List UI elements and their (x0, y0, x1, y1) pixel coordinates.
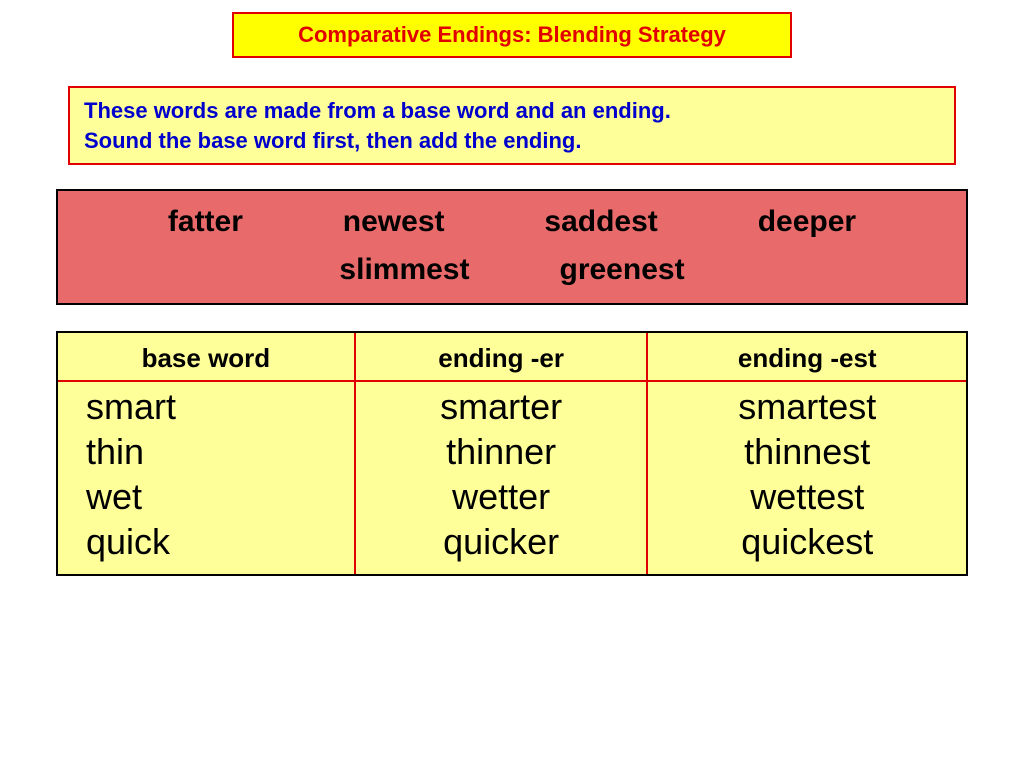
cell-er: quicker (355, 519, 648, 574)
example-row-2: slimmest greenest (68, 253, 956, 287)
instruction-line-2: Sound the base word first, then add the … (84, 128, 581, 153)
cell-er: smarter (355, 381, 648, 429)
comparatives-table: base word ending -er ending -est smart s… (56, 331, 968, 576)
cell-er: wetter (355, 474, 648, 519)
example-word: slimmest (339, 253, 469, 287)
cell-er: thinner (355, 429, 648, 474)
example-row-1: fatter newest saddest deeper (68, 205, 956, 239)
table-row: quick quicker quickest (58, 519, 966, 574)
cell-est: smartest (647, 381, 966, 429)
example-word: fatter (168, 205, 243, 239)
col-header-er: ending -er (355, 333, 648, 381)
col-header-est: ending -est (647, 333, 966, 381)
cell-est: wettest (647, 474, 966, 519)
table-row: wet wetter wettest (58, 474, 966, 519)
example-words-box: fatter newest saddest deeper slimmest gr… (56, 189, 968, 305)
example-word: greenest (560, 253, 685, 287)
example-word: saddest (544, 205, 657, 239)
table-row: smart smarter smartest (58, 381, 966, 429)
cell-base: wet (58, 474, 355, 519)
slide-title: Comparative Endings: Blending Strategy (232, 12, 792, 58)
instruction-box: These words are made from a base word an… (68, 86, 956, 165)
instruction-line-1: These words are made from a base word an… (84, 98, 671, 123)
cell-base: smart (58, 381, 355, 429)
cell-base: thin (58, 429, 355, 474)
example-word: newest (343, 205, 445, 239)
cell-est: quickest (647, 519, 966, 574)
table-row: thin thinner thinnest (58, 429, 966, 474)
table-header-row: base word ending -er ending -est (58, 333, 966, 381)
col-header-base: base word (58, 333, 355, 381)
example-word: deeper (758, 205, 856, 239)
cell-est: thinnest (647, 429, 966, 474)
cell-base: quick (58, 519, 355, 574)
